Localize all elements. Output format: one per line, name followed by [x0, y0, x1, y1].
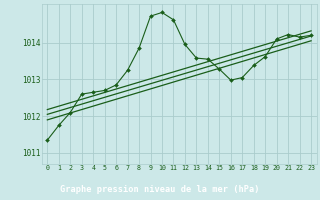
Text: Graphe pression niveau de la mer (hPa): Graphe pression niveau de la mer (hPa): [60, 185, 260, 194]
